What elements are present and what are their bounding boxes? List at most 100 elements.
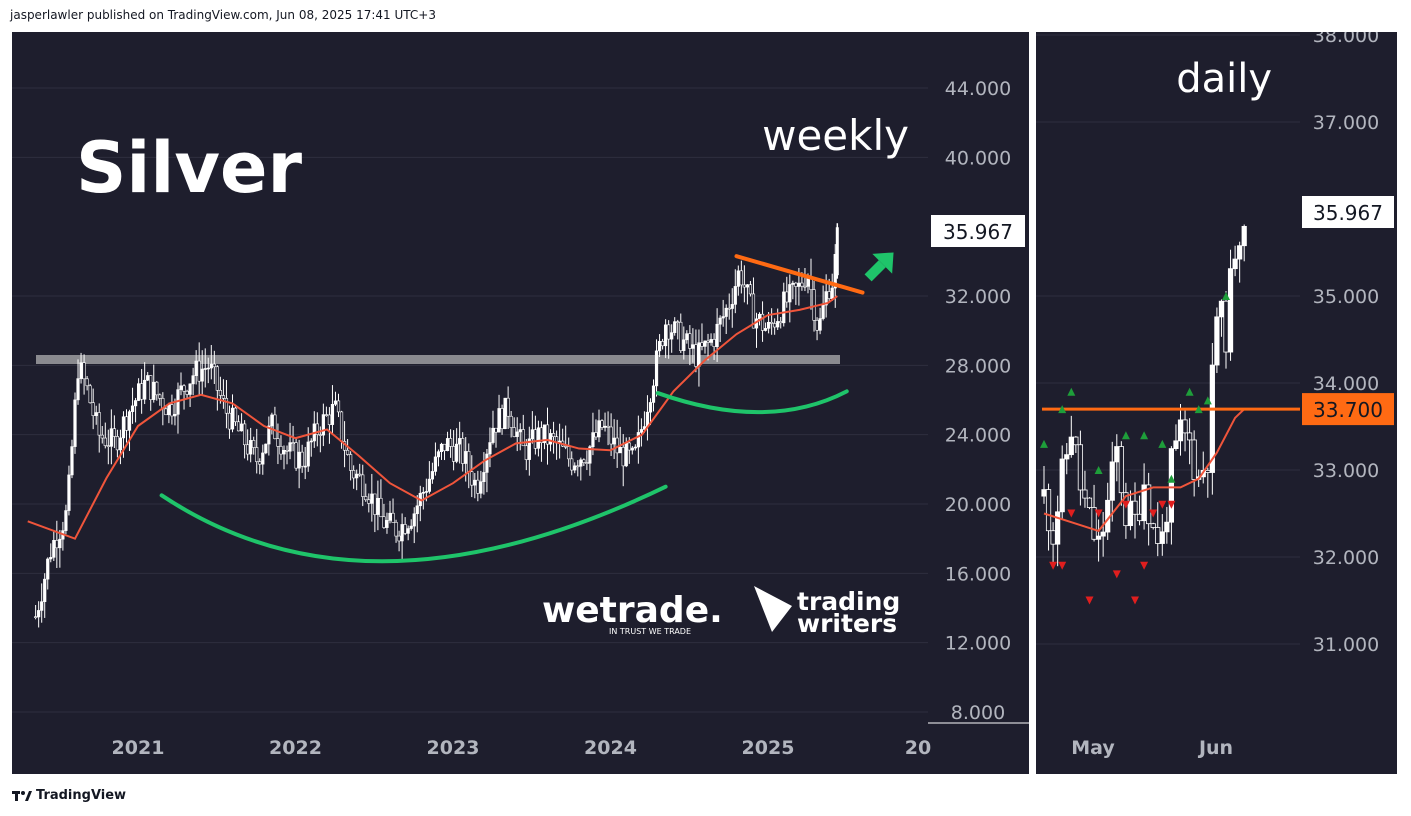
candle-body xyxy=(760,313,765,331)
price-scale-bg xyxy=(928,32,1029,774)
candle-body xyxy=(339,411,344,442)
weekly-price-axis[interactable]: 44.000 40.000 32.000 28.000 24.000 20.000 16.0… xyxy=(945,78,1011,724)
candle-body xyxy=(567,446,571,460)
candle-body xyxy=(349,454,353,471)
candle-body xyxy=(1114,446,1120,463)
candle-body xyxy=(679,321,683,351)
candle-body xyxy=(49,557,53,560)
candle-body xyxy=(185,390,189,395)
candle-body xyxy=(367,499,371,504)
y-tick-label: 35.000 xyxy=(1313,286,1379,308)
candle-body xyxy=(609,426,613,445)
daily-chart[interactable]: daily 38.000 37.000 35.000 34.000 33.000 32.0… xyxy=(1036,32,1397,774)
candle-body xyxy=(551,433,556,437)
candle-body xyxy=(79,362,83,379)
candle-body xyxy=(352,470,356,479)
candle-body xyxy=(179,385,183,390)
signal-down-icon xyxy=(1049,561,1058,570)
candle-body xyxy=(100,434,104,439)
candle-body xyxy=(1164,521,1170,533)
candle-body xyxy=(791,282,795,285)
signal-up-icon xyxy=(1158,439,1167,448)
weekly-chart[interactable]: Silver weekly wetrade. IN TRUST WE TRADE… xyxy=(12,32,1029,774)
candle-body xyxy=(739,270,743,286)
candle-body xyxy=(345,449,350,455)
candle-body xyxy=(324,414,328,416)
candle-body xyxy=(797,282,801,287)
candle-body xyxy=(209,363,213,369)
weekly-moving-average xyxy=(27,295,838,540)
y-tick-label: 32.000 xyxy=(1313,547,1379,569)
candle-body xyxy=(306,441,310,467)
weekly-time-axis[interactable]: 2021 2022 2023 2024 2025 20 xyxy=(112,737,932,759)
candle-body xyxy=(333,400,338,405)
candle-body xyxy=(464,451,468,464)
candle-body xyxy=(1191,439,1197,480)
last-price-value: 35.967 xyxy=(1313,201,1383,225)
candle-body xyxy=(685,333,689,341)
x-tick-label: 2022 xyxy=(269,737,322,759)
candle-body xyxy=(448,438,453,447)
candle-body xyxy=(452,446,456,462)
y-tick-label: 32.000 xyxy=(945,286,1011,308)
candle-body xyxy=(488,442,492,455)
candle-body xyxy=(76,378,80,401)
y-tick-label: 44.000 xyxy=(945,78,1011,100)
candle-body xyxy=(1168,448,1174,523)
candle-body xyxy=(85,378,89,387)
candle-body xyxy=(158,394,162,399)
candle-body xyxy=(633,446,637,449)
signal-down-icon xyxy=(1121,500,1130,509)
daily-time-axis[interactable]: May Jun xyxy=(1071,737,1233,759)
signal-up-icon xyxy=(1121,431,1130,440)
daily-chart-panel[interactable]: daily 38.000 37.000 35.000 34.000 33.000 32.0… xyxy=(1036,32,1397,774)
candle-body xyxy=(388,512,392,521)
candle-body xyxy=(763,328,768,331)
signal-up-icon xyxy=(1094,466,1103,474)
signal-up-icon xyxy=(1203,396,1212,405)
candle-body xyxy=(573,465,577,471)
candle-body xyxy=(1177,419,1184,442)
candle-body xyxy=(1055,511,1061,545)
candle-body xyxy=(491,427,495,443)
candle-body xyxy=(1150,523,1156,528)
candle-body xyxy=(309,440,313,443)
footer-brand[interactable]: TradingView xyxy=(12,788,126,803)
candle-body xyxy=(824,291,828,306)
candle-body xyxy=(197,360,201,382)
candle-body xyxy=(82,362,86,380)
signal-down-icon xyxy=(1058,561,1067,570)
candle-body xyxy=(627,442,631,451)
candle-body xyxy=(97,412,101,436)
candle-body xyxy=(621,447,625,467)
candle-body xyxy=(115,436,120,451)
candle-body xyxy=(424,491,428,493)
candle-body xyxy=(155,381,159,396)
candle-body xyxy=(1041,489,1047,497)
candle-body xyxy=(727,307,731,310)
candle-body xyxy=(212,363,216,368)
trading-writers-line2: writers xyxy=(797,609,897,638)
candle-body xyxy=(479,481,483,494)
candle-body xyxy=(412,513,416,527)
candle-body xyxy=(500,408,504,430)
candle-body xyxy=(657,341,662,352)
timeframe-label: daily xyxy=(1176,56,1272,102)
candle-body xyxy=(776,321,780,328)
candle-body xyxy=(660,341,665,347)
candle-body xyxy=(267,425,271,445)
candle-body xyxy=(473,479,477,486)
candle-body xyxy=(230,407,235,430)
candle-body xyxy=(73,399,77,447)
candle-body xyxy=(291,442,295,444)
candle-body xyxy=(243,423,247,446)
candle-body xyxy=(742,284,746,288)
candle-body xyxy=(673,321,677,333)
candle-body xyxy=(194,360,198,376)
weekly-chart-panel[interactable]: Silver weekly wetrade. IN TRUST WE TRADE… xyxy=(12,32,1029,774)
cup-curve-short xyxy=(655,389,849,415)
candle-body xyxy=(373,493,377,515)
candle-body xyxy=(512,427,516,437)
candle-body xyxy=(303,465,307,468)
candle-body xyxy=(224,398,229,414)
